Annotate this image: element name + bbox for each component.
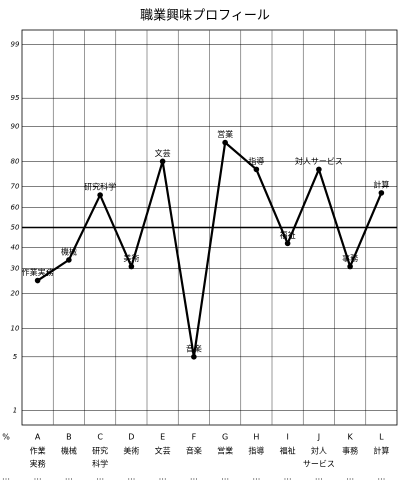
category-name: 研究: [92, 446, 108, 456]
point-label: 営業: [217, 129, 233, 139]
x-tick-label: K: [348, 433, 354, 442]
chart-title: 職業興味プロフィール: [140, 8, 270, 24]
data-point: [316, 166, 322, 173]
y-tick-label: 60: [11, 204, 20, 212]
footer-mark: …: [159, 473, 167, 482]
category-name: 作業: [30, 446, 46, 456]
footer-mark: …: [346, 473, 354, 482]
footer-mark: …: [96, 473, 104, 482]
x-tick-label: H: [253, 433, 259, 442]
y-tick-label: 20: [11, 290, 20, 298]
category-name: 対人: [311, 446, 327, 456]
point-label: 作業実務: [22, 267, 54, 277]
category-name: 福祉: [280, 446, 296, 456]
footer-mark: …: [221, 473, 229, 482]
footer-mark: …: [65, 473, 73, 482]
y-tick-label: 40: [11, 243, 20, 251]
footer-mark: …: [34, 473, 42, 482]
y-tick-label: 70: [11, 182, 20, 190]
data-point: [253, 166, 260, 173]
data-point: [347, 263, 353, 270]
category-name: 指導: [248, 446, 264, 456]
footer-mark: …: [252, 473, 260, 482]
x-tick-label: L: [379, 433, 384, 442]
data-point: [378, 190, 385, 196]
y-tick-label: 5: [13, 353, 18, 361]
point-label: 研究科学: [84, 182, 116, 192]
point-label: 福祉: [280, 230, 296, 240]
x-axis-label: %: [2, 433, 10, 442]
y-tick-label: 95: [11, 94, 20, 102]
data-point: [66, 257, 72, 263]
category-name: 科学: [92, 459, 108, 469]
footer-mark: …: [377, 473, 385, 482]
x-tick-label: I: [286, 433, 288, 442]
data-line: [37, 140, 383, 357]
data-point: [97, 192, 103, 198]
category-name: 音楽: [186, 446, 202, 456]
point-label: 対人サービス: [295, 156, 343, 166]
category-name: 文芸: [155, 446, 171, 456]
data-point: [284, 240, 291, 247]
x-tick-label: F: [192, 433, 197, 442]
x-tick-label: C: [97, 433, 103, 442]
y-tick-label: 1: [13, 406, 17, 414]
point-label: 音楽: [186, 343, 202, 353]
category-name: 機械: [61, 446, 77, 456]
point-label: 事務: [342, 253, 358, 263]
data-point: [191, 354, 197, 360]
footer-mark: …: [127, 473, 135, 482]
x-tick-label: A: [35, 433, 41, 442]
x-tick-label: D: [128, 433, 134, 442]
point-label: 計算: [373, 179, 389, 189]
data-point: [128, 263, 135, 270]
point-label: 指導: [248, 156, 264, 166]
category-name: 事務: [342, 446, 358, 456]
footer-mark: …: [315, 473, 323, 482]
data-point: [159, 158, 166, 165]
y-tick-label: 80: [11, 157, 20, 165]
category-name: サービス: [303, 460, 335, 469]
category-name: 営業: [217, 446, 233, 456]
x-tick-label: J: [317, 433, 320, 442]
footer-mark: …: [2, 473, 10, 482]
y-tick-label: 50: [11, 224, 20, 232]
x-tick-label: E: [160, 433, 165, 442]
category-name: 美術: [123, 446, 139, 456]
point-label: 文芸: [155, 148, 171, 158]
y-tick-label: 90: [11, 123, 20, 131]
y-tick-label: 99: [11, 41, 20, 49]
x-tick-label: G: [222, 433, 228, 442]
point-label: 機械: [61, 246, 77, 256]
footer-mark: …: [284, 473, 292, 482]
category-name: 計算: [373, 446, 389, 456]
category-name: 実務: [30, 459, 46, 469]
data-point: [222, 139, 228, 146]
y-tick-label: 10: [11, 324, 20, 332]
x-tick-label: B: [66, 433, 72, 442]
point-label: 美術: [123, 253, 139, 263]
footer-mark: …: [190, 473, 198, 482]
data-point: [34, 277, 41, 284]
y-tick-label: 30: [11, 265, 20, 273]
